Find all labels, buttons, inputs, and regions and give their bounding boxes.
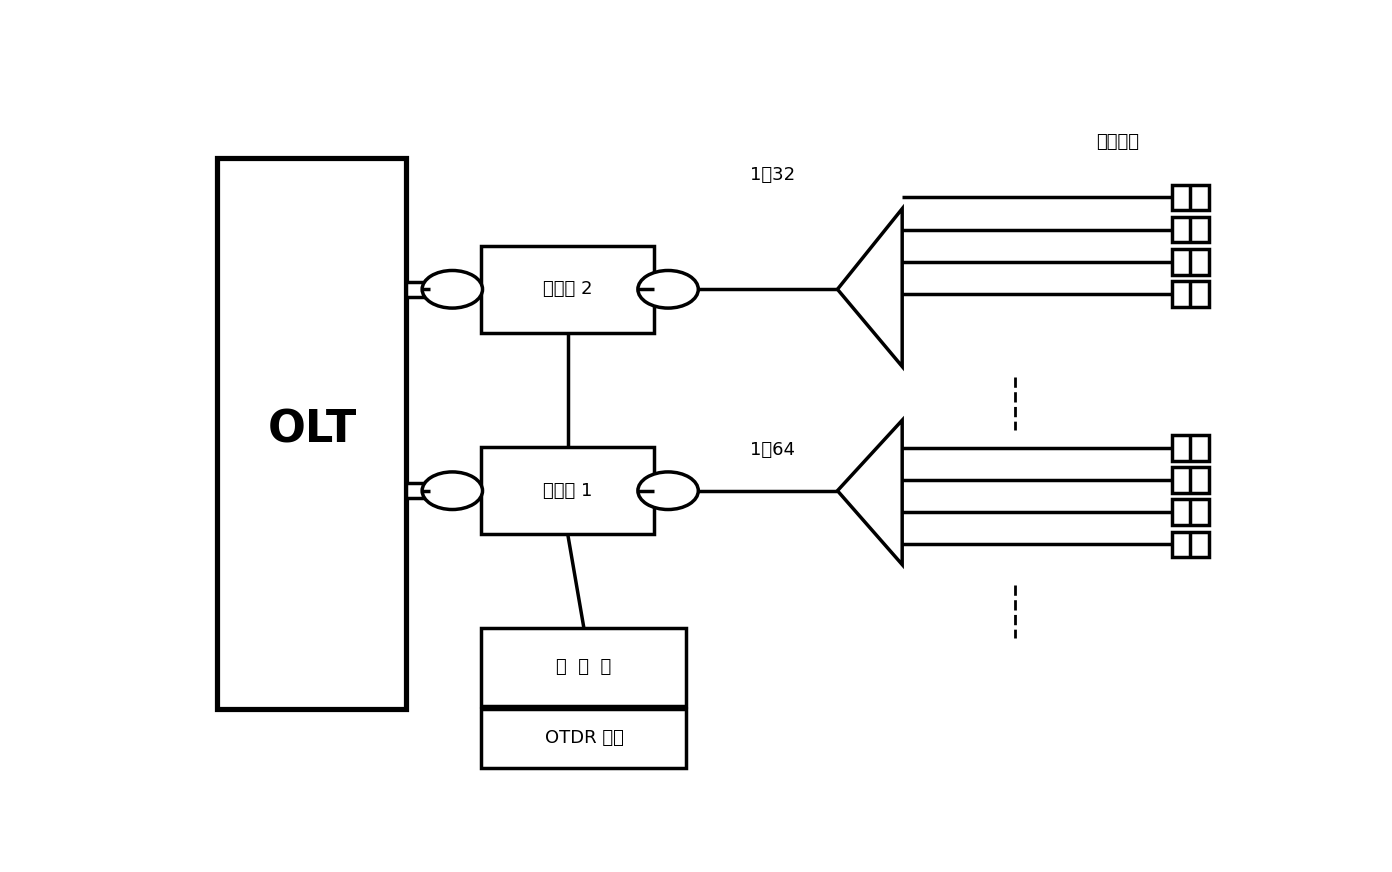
Text: 1：64: 1：64 xyxy=(750,441,795,460)
Text: 合波器 1: 合波器 1 xyxy=(543,481,593,500)
Text: 光反射器: 光反射器 xyxy=(1097,133,1140,151)
Circle shape xyxy=(638,270,699,308)
Bar xyxy=(482,709,686,768)
Circle shape xyxy=(422,270,483,308)
Bar xyxy=(482,447,654,535)
Bar xyxy=(1172,282,1208,307)
Text: 1：32: 1：32 xyxy=(750,167,795,184)
Polygon shape xyxy=(838,420,902,564)
Text: 合波器 2: 合波器 2 xyxy=(543,280,593,298)
Bar xyxy=(1172,185,1208,210)
Text: 光  开  关: 光 开 关 xyxy=(557,657,611,676)
Text: OLT: OLT xyxy=(267,409,356,452)
Circle shape xyxy=(638,472,699,509)
Polygon shape xyxy=(838,208,902,366)
Bar xyxy=(1172,467,1208,493)
Bar xyxy=(1172,500,1208,525)
Bar xyxy=(482,246,654,333)
Bar xyxy=(1172,532,1208,557)
Bar xyxy=(1172,217,1208,242)
Bar xyxy=(406,483,430,498)
Circle shape xyxy=(422,472,483,509)
Bar xyxy=(217,159,406,709)
Bar xyxy=(406,282,430,296)
Bar xyxy=(1172,249,1208,275)
Bar xyxy=(482,629,686,705)
Text: OTDR 模块: OTDR 模块 xyxy=(544,730,624,747)
Bar xyxy=(1172,435,1208,460)
